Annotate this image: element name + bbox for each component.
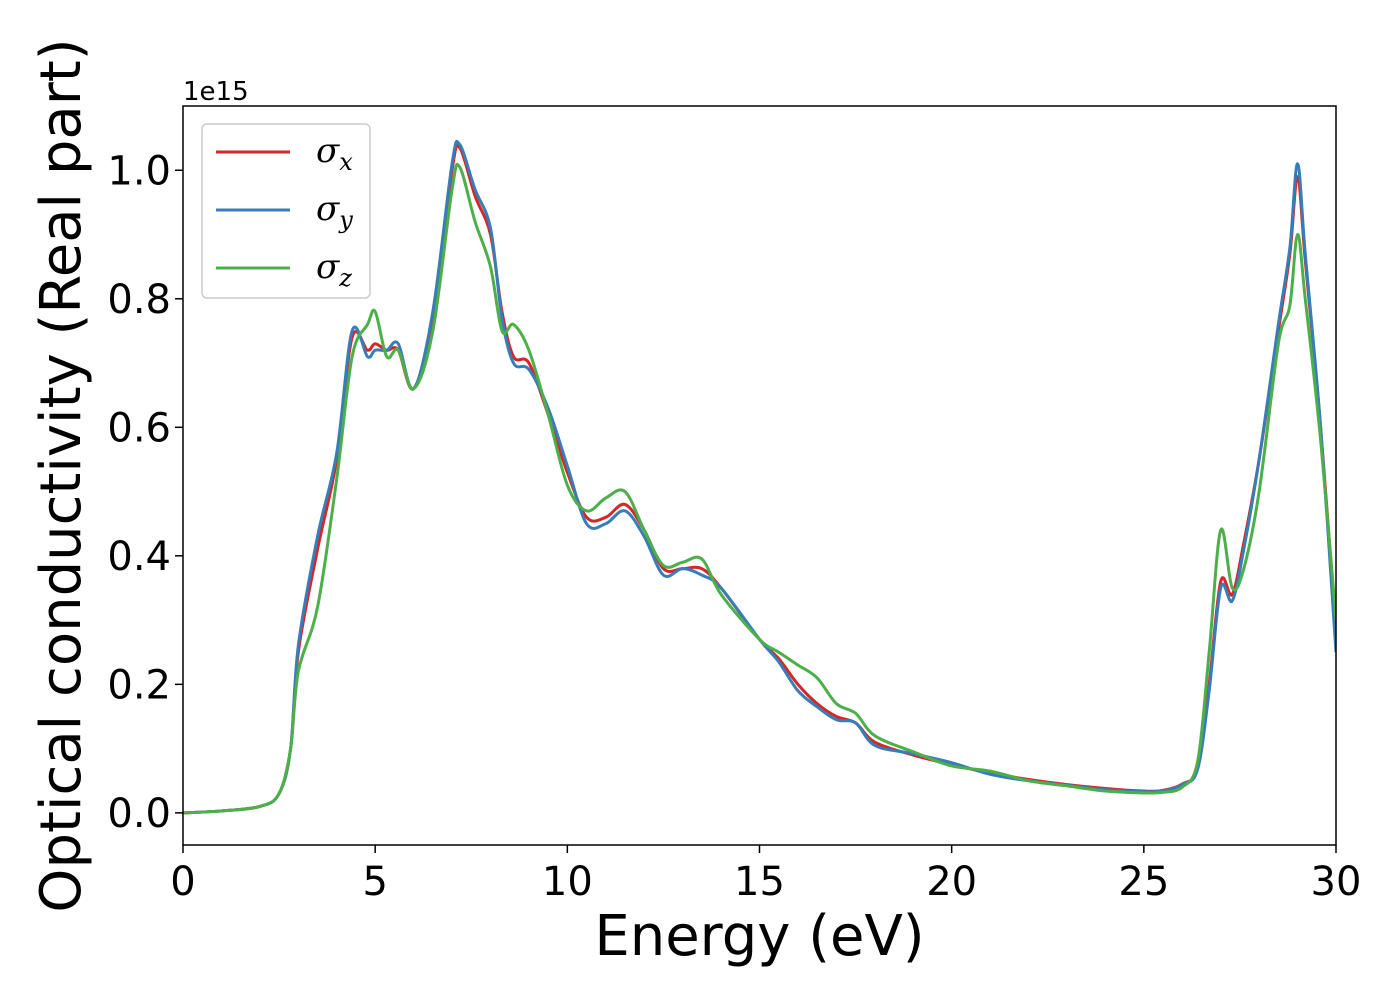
y-axis: 0.0 0.2 0.4 0.6 0.8 1.0 — [107, 148, 183, 837]
y-tick-label: 0.8 — [107, 277, 171, 323]
x-axis: 0 5 10 15 20 25 30 — [170, 845, 1361, 905]
y-tick-label: 0.4 — [107, 534, 171, 580]
y-tick-label: 0.6 — [107, 405, 171, 451]
series-line-y — [183, 139, 1336, 815]
series-layer — [183, 139, 1336, 815]
series-line-x — [183, 143, 1336, 815]
x-tick-label: 10 — [542, 859, 593, 905]
y-tick-label: 0.2 — [107, 662, 171, 708]
legend-label-y: σy — [316, 189, 353, 234]
x-tick-label: 5 — [362, 859, 387, 905]
y-tick-label: 1.0 — [107, 148, 171, 194]
legend-label-z: σz — [316, 247, 352, 292]
x-tick-label: 0 — [170, 859, 195, 905]
y-axis-label: Optical conductivity (Real part) — [29, 38, 94, 912]
legend: σx σy σz — [201, 123, 371, 299]
legend-label-x: σx — [316, 131, 353, 176]
x-axis-label: Energy (eV) — [594, 904, 924, 969]
x-tick-label: 25 — [1118, 859, 1169, 905]
series-line-z — [183, 162, 1336, 815]
x-tick-label: 20 — [926, 859, 977, 905]
y-offset-label: 1e15 — [183, 77, 249, 107]
x-tick-label: 15 — [734, 859, 785, 905]
x-tick-label: 30 — [1311, 859, 1362, 905]
y-tick-label: 0.0 — [107, 791, 171, 837]
